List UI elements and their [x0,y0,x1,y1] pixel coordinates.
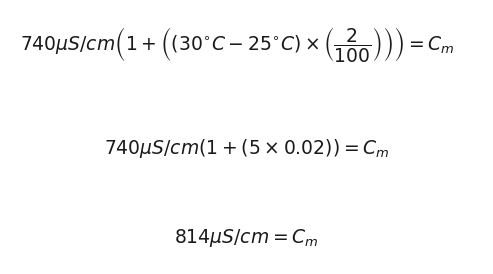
Text: $814\mu S/cm = C_m$: $814\mu S/cm = C_m$ [174,227,319,249]
Text: $740\mu S/cm\left(1 + \left((30^{\circ}C - 25^{\circ}C) \times \left(\dfrac{2}{1: $740\mu S/cm\left(1 + \left((30^{\circ}C… [20,25,455,64]
Text: $740\mu S/cm(1 + (5 \times 0.02)) = C_m$: $740\mu S/cm(1 + (5 \times 0.02)) = C_m$ [104,137,389,160]
